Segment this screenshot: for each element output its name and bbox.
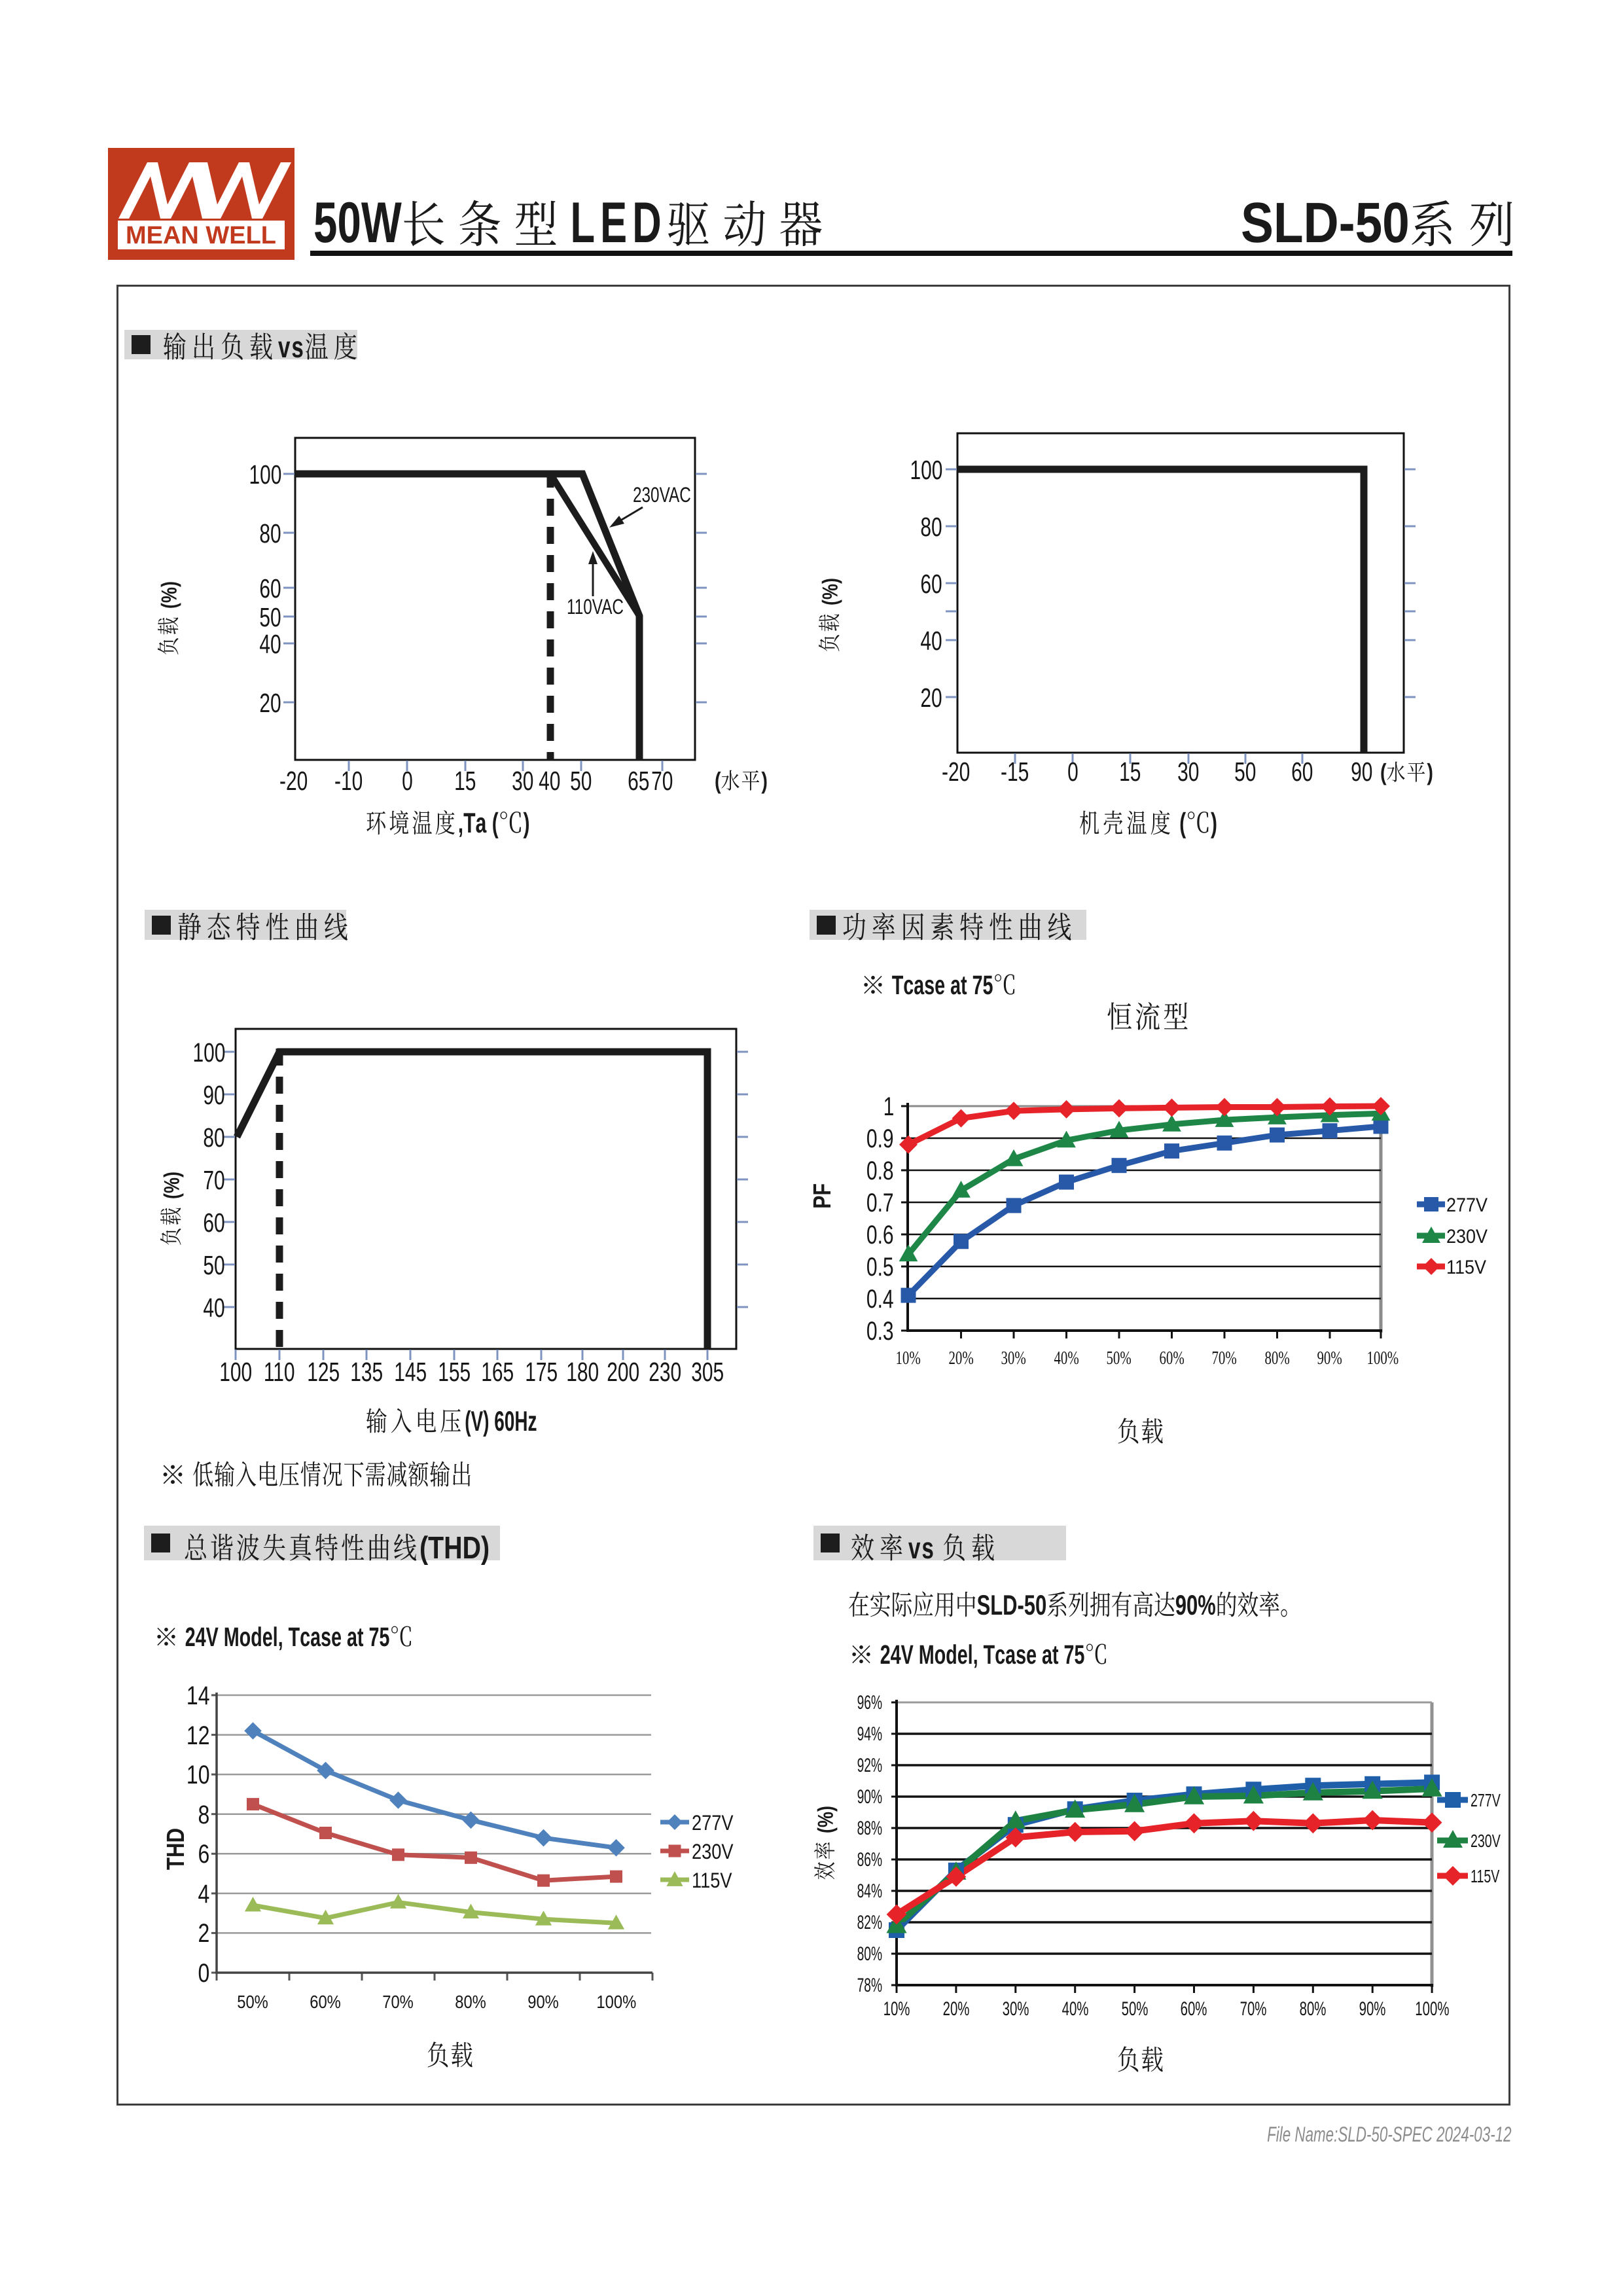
svg-text:MEAN WELL: MEAN WELL bbox=[126, 222, 276, 249]
